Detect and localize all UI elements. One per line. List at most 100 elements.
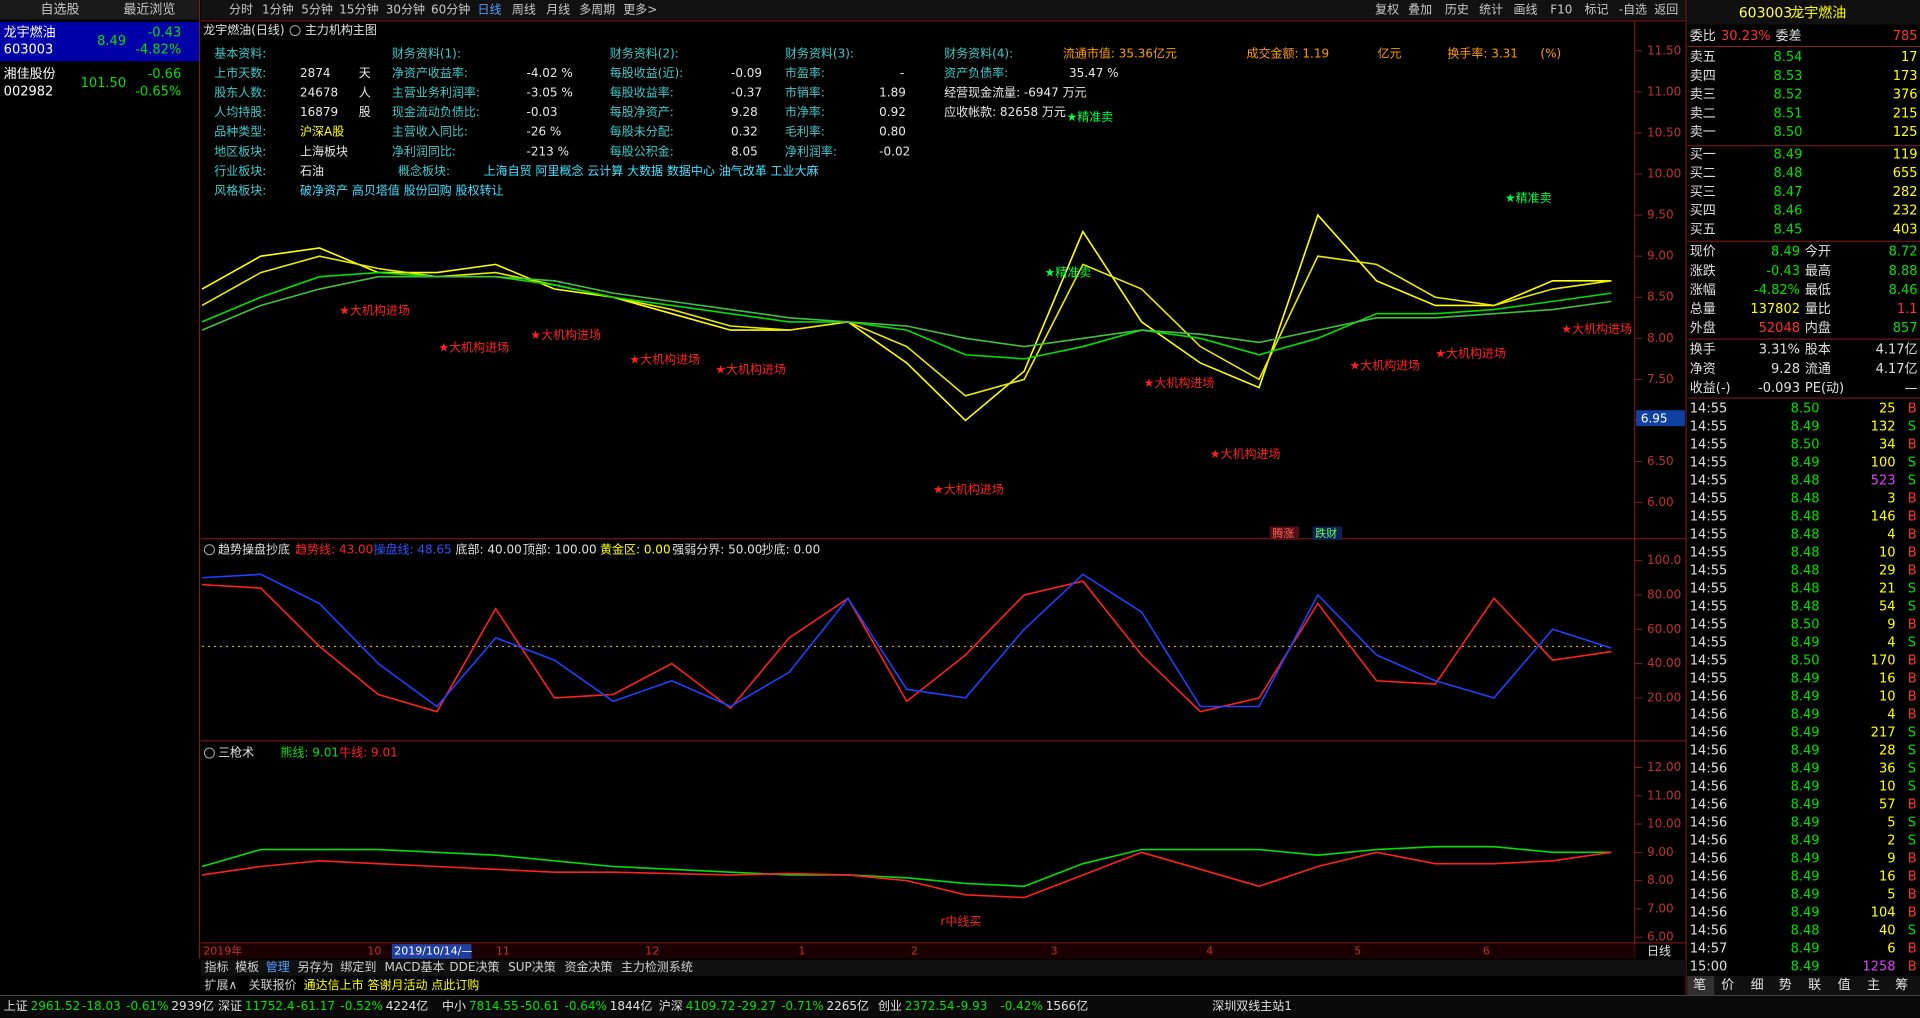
tab[interactable]: 绑定到 bbox=[340, 959, 376, 974]
period-button[interactable]: 60分钟 bbox=[431, 1, 470, 16]
tag-bg bbox=[1312, 526, 1343, 540]
stat-label: 现价 bbox=[1690, 245, 1716, 260]
tick-volume: 4 bbox=[1887, 527, 1895, 542]
info-value: -0.03 bbox=[527, 105, 558, 119]
indicator-param: 强弱分界: 50.00 bbox=[672, 542, 762, 556]
info-value: 石油 bbox=[300, 164, 324, 178]
quote-tab[interactable]: 联 bbox=[1808, 978, 1821, 993]
annotation: ★精准卖 bbox=[1067, 110, 1114, 124]
tab[interactable]: 资金决策 bbox=[564, 959, 612, 974]
tick-price: 8.48 bbox=[1791, 491, 1820, 506]
date-label: 2019年 bbox=[203, 943, 242, 957]
period-button[interactable]: 分时 bbox=[229, 2, 253, 16]
template-name[interactable]: 主力机构主图 bbox=[305, 22, 377, 37]
tick-side: S bbox=[1908, 923, 1916, 938]
tick-volume: 170 bbox=[1871, 653, 1896, 668]
quote-value: 785 bbox=[1893, 29, 1918, 44]
tick-volume: 9 bbox=[1887, 851, 1895, 866]
index-field: -0.61% bbox=[126, 999, 168, 1013]
template-icon bbox=[289, 25, 301, 37]
toolbar-button[interactable]: 统计 bbox=[1479, 2, 1503, 16]
quote-tab[interactable]: 笔 bbox=[1693, 977, 1706, 993]
stat-label: 换手 bbox=[1690, 343, 1716, 358]
index-field: 深证 bbox=[218, 999, 242, 1013]
period-button[interactable]: 更多> bbox=[623, 2, 657, 16]
quote-tab[interactable]: 势 bbox=[1779, 977, 1792, 993]
y-tick-label: 6.00 bbox=[1647, 930, 1674, 944]
tab[interactable]: 模板 bbox=[235, 960, 259, 974]
tab[interactable]: 通达信上市 答谢月活动 点此订购 bbox=[304, 977, 480, 992]
quote-tab[interactable]: 值 bbox=[1838, 977, 1851, 993]
tick-price: 8.48 bbox=[1791, 473, 1820, 488]
tick-price: 8.49 bbox=[1791, 905, 1820, 920]
book-volume: 655 bbox=[1893, 166, 1918, 181]
stock-name[interactable]: 湘佳股份 bbox=[4, 67, 56, 82]
toolbar-button[interactable]: -自选 bbox=[1619, 2, 1647, 16]
tick-volume: 36 bbox=[1879, 761, 1896, 776]
index-field: 2939亿 bbox=[171, 998, 214, 1013]
tick-volume: 29 bbox=[1879, 563, 1896, 578]
period-button[interactable]: 月线 bbox=[546, 2, 570, 16]
tab[interactable]: DDE决策 bbox=[449, 960, 499, 974]
period-button[interactable]: 周线 bbox=[512, 2, 536, 16]
y-tick-label: 10.00 bbox=[1647, 167, 1681, 181]
toolbar-button[interactable]: F10 bbox=[1550, 2, 1572, 16]
book-price: 8.53 bbox=[1773, 69, 1802, 84]
collapse-icon bbox=[203, 747, 215, 759]
period-button[interactable]: 多周期 bbox=[579, 2, 615, 16]
tab[interactable]: 指标 bbox=[204, 959, 228, 974]
toolbar-button[interactable]: 复权 bbox=[1375, 2, 1399, 16]
watchlist-tab[interactable]: 最近浏览 bbox=[123, 1, 175, 17]
indicator-line bbox=[201, 275, 1612, 348]
book-price: 8.46 bbox=[1773, 204, 1802, 219]
tick-volume: 4 bbox=[1887, 707, 1895, 722]
quote-tab[interactable]: 价 bbox=[1721, 978, 1734, 993]
stat-value: 857 bbox=[1893, 321, 1918, 336]
annotation: ★大机构进场 bbox=[715, 361, 786, 376]
tick-side: B bbox=[1908, 653, 1917, 668]
period-button[interactable]: 30分钟 bbox=[386, 1, 425, 16]
tab[interactable]: SUP决策 bbox=[508, 960, 556, 974]
info-value: 天 bbox=[359, 66, 371, 80]
quote-tab[interactable]: 主 bbox=[1867, 978, 1880, 993]
info-value: 8.05 bbox=[731, 144, 758, 158]
annotation: ★大机构进场 bbox=[438, 339, 509, 354]
tab[interactable]: 扩展∧ bbox=[204, 978, 237, 992]
tab[interactable]: 主力检测系统 bbox=[621, 959, 693, 974]
tick-price: 8.49 bbox=[1791, 851, 1820, 866]
tick-time: 14:55 bbox=[1690, 671, 1727, 686]
toolbar-button[interactable]: 画线 bbox=[1513, 2, 1537, 16]
tick-volume: 1258 bbox=[1862, 959, 1895, 974]
tab[interactable]: 另存为 bbox=[298, 960, 334, 974]
tick-price: 8.49 bbox=[1791, 419, 1820, 434]
period-button[interactable]: 1分钟 bbox=[262, 1, 294, 16]
info-label: 财务资料(3): bbox=[785, 45, 854, 60]
stock-name[interactable]: 龙宇燃油 bbox=[4, 25, 56, 41]
watchlist-tab[interactable]: 自选股 bbox=[40, 2, 79, 17]
tick-side: S bbox=[1908, 581, 1916, 596]
tick-price: 8.49 bbox=[1791, 671, 1820, 686]
period-button[interactable]: 日线 bbox=[478, 2, 502, 16]
toolbar-button[interactable]: 标记 bbox=[1584, 2, 1608, 16]
period-button[interactable]: 5分钟 bbox=[301, 1, 333, 16]
quote-tab[interactable]: 筹 bbox=[1895, 977, 1908, 993]
toolbar-button[interactable]: 叠加 bbox=[1408, 2, 1432, 16]
tab[interactable]: 关联报价 bbox=[249, 977, 297, 992]
index-field: -50.61 bbox=[520, 999, 559, 1013]
stat-label: 流通 bbox=[1805, 362, 1831, 377]
stat-value: 1.1 bbox=[1897, 302, 1918, 317]
quote-tab[interactable]: 细 bbox=[1751, 978, 1764, 993]
book-volume: 215 bbox=[1893, 106, 1918, 121]
tick-volume: 28 bbox=[1879, 743, 1896, 758]
tick-volume: 16 bbox=[1879, 671, 1896, 686]
tab[interactable]: 管理 bbox=[266, 959, 290, 974]
toolbar-button[interactable]: 返回 bbox=[1654, 2, 1678, 16]
book-volume: 403 bbox=[1893, 222, 1918, 237]
tab[interactable]: MACD基本 bbox=[384, 960, 444, 974]
tick-price: 8.48 bbox=[1791, 923, 1820, 938]
tick-time: 14:56 bbox=[1690, 761, 1727, 776]
period-button[interactable]: 15分钟 bbox=[339, 1, 378, 16]
toolbar-button[interactable]: 历史 bbox=[1445, 2, 1469, 16]
tick-volume: 57 bbox=[1879, 797, 1896, 812]
index-field: -0.71% bbox=[781, 999, 823, 1013]
